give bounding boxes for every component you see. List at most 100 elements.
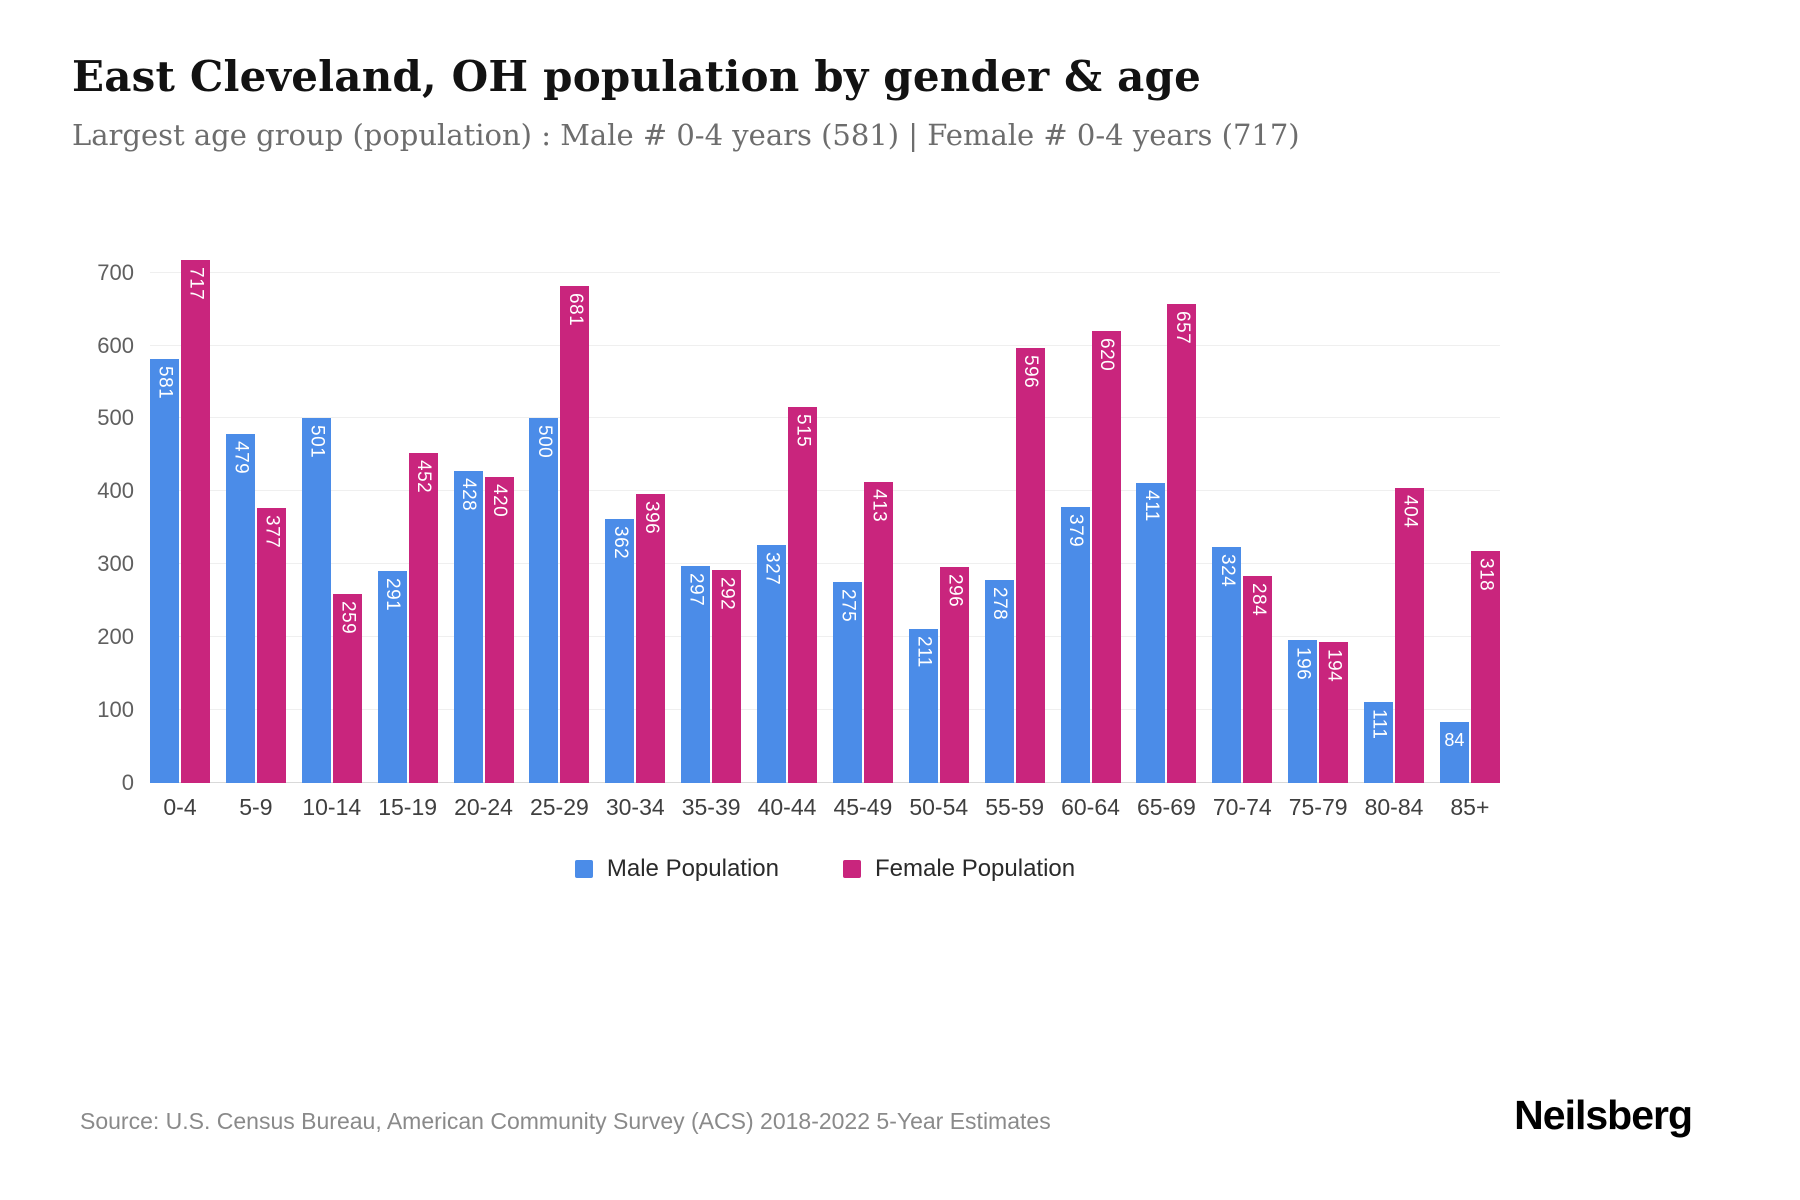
- x-axis-label-75-79: 75-79: [1288, 794, 1348, 820]
- bar-male-40-44[interactable]: 327: [757, 544, 786, 783]
- bar-value-label: 84: [1444, 729, 1465, 750]
- bar-male-60-64[interactable]: 379: [1060, 506, 1090, 783]
- bar-value-label: 396: [640, 501, 662, 535]
- bar-value-label: 681: [564, 293, 586, 327]
- bar-female-0-4[interactable]: 717: [181, 260, 210, 783]
- x-axis-label-60-64: 60-64: [1061, 794, 1120, 820]
- x-axis-label-55-59: 55-59: [985, 794, 1045, 820]
- bar-value-label: 194: [1323, 648, 1345, 682]
- bar-value-label: 278: [989, 587, 1011, 621]
- bar-value-label: 259: [337, 601, 359, 635]
- legend-item-male[interactable]: Male Population: [574, 855, 779, 883]
- bar-value-label: 211: [913, 636, 935, 668]
- bar-male-35-39[interactable]: 297: [681, 566, 711, 783]
- bar-value-label: 411: [1140, 490, 1162, 523]
- bar-value-label: 362: [609, 526, 631, 560]
- gridline: [150, 782, 1500, 783]
- gridline: [150, 490, 1500, 492]
- x-axis-label-20-24: 20-24: [454, 794, 513, 820]
- x-axis-label-30-34: 30-34: [605, 794, 665, 820]
- bar-female-45-49[interactable]: 413: [863, 481, 893, 783]
- bar-female-65-69[interactable]: 657: [1167, 303, 1197, 783]
- legend-item-female[interactable]: Female Population: [843, 855, 1075, 883]
- bar-female-50-54[interactable]: 296: [939, 567, 969, 783]
- bar-female-60-64[interactable]: 620: [1091, 330, 1121, 783]
- bar-value-label: 428: [458, 477, 479, 512]
- bar-female-80-84[interactable]: 404: [1395, 488, 1424, 783]
- bar-female-20-24[interactable]: 420: [484, 476, 514, 783]
- x-axis-label-85+: 85+: [1450, 794, 1490, 820]
- bar-group-20-24: 428 420: [453, 258, 514, 783]
- bar-female-15-19[interactable]: 452: [408, 453, 438, 783]
- bar-value-label: 196: [1292, 647, 1314, 681]
- legend-label: Female Population: [875, 855, 1076, 882]
- bar-female-30-34[interactable]: 396: [636, 494, 666, 783]
- legend-swatch: [843, 860, 861, 878]
- chart-subtitle: Largest age group (population) : Male # …: [72, 118, 1300, 152]
- bar-male-70-74[interactable]: 324: [1212, 546, 1242, 783]
- bar-male-85+[interactable]: 84: [1439, 721, 1469, 783]
- x-axis-label-50-54: 50-54: [909, 794, 969, 820]
- bar-value-label: 275: [837, 589, 859, 623]
- x-axis-label-70-74: 70-74: [1212, 794, 1272, 820]
- bar-male-5-9[interactable]: 479: [225, 433, 255, 783]
- bar-male-55-59[interactable]: 278: [984, 580, 1014, 783]
- gridline: [150, 563, 1500, 565]
- x-axis-label-40-44: 40-44: [757, 794, 817, 820]
- plot-area: 0 100 200 300 400 500 600 700 581 717 479 377 501 259…: [97, 258, 1500, 794]
- bar-male-75-79[interactable]: 196: [1288, 640, 1318, 783]
- bar-female-85+[interactable]: 318: [1470, 551, 1500, 783]
- bar-female-40-44[interactable]: 515: [788, 407, 817, 783]
- gridline: [150, 271, 1500, 273]
- bar-male-10-14[interactable]: 501: [301, 417, 331, 783]
- bar-value-label: 292: [716, 577, 738, 611]
- bar-group-65-69: 411 657: [1136, 258, 1197, 783]
- bar-value-label: 296: [944, 574, 966, 608]
- bar-value-label: 327: [761, 551, 783, 585]
- bar-male-25-29[interactable]: 500: [529, 418, 559, 783]
- bar-female-5-9[interactable]: 377: [256, 508, 286, 783]
- bar-value-label: 717: [185, 267, 207, 301]
- bar-female-70-74[interactable]: 284: [1243, 575, 1273, 783]
- bar-value-label: 404: [1399, 495, 1421, 529]
- bar-value-label: 413: [868, 488, 890, 523]
- bar-group-70-74: 324 284: [1212, 258, 1273, 783]
- y-axis-tick-label: 0: [121, 770, 134, 795]
- bar-female-55-59[interactable]: 596: [1015, 348, 1045, 783]
- bar-male-15-19[interactable]: 291: [377, 570, 407, 783]
- bar-group-80-84: 111 404: [1364, 258, 1424, 783]
- legend-swatch: [574, 860, 593, 878]
- bar-value-label: 420: [489, 483, 510, 517]
- bar-female-75-79[interactable]: 194: [1319, 641, 1349, 783]
- bar-male-65-69[interactable]: 411: [1136, 483, 1166, 783]
- bar-value-label: 111: [1368, 709, 1390, 740]
- bar-male-80-84[interactable]: 111: [1364, 702, 1393, 783]
- x-axis-label-35-39: 35-39: [681, 794, 741, 820]
- bar-male-45-49[interactable]: 275: [832, 582, 862, 783]
- source-text: Source: U.S. Census Bureau, American Com…: [80, 1108, 1051, 1134]
- x-axis-label-5-9: 5-9: [239, 794, 273, 820]
- bar-female-10-14[interactable]: 259: [332, 594, 362, 783]
- bar-group-35-39: 297 292: [681, 258, 742, 783]
- bar-male-30-34[interactable]: 362: [605, 519, 635, 783]
- bar-group-15-19: 291 452: [377, 258, 438, 783]
- y-axis-tick-label: 300: [97, 551, 134, 577]
- bar-female-25-29[interactable]: 681: [560, 286, 590, 783]
- y-axis-tick-label: 200: [97, 624, 134, 650]
- bar-male-0-4[interactable]: 581: [150, 359, 179, 783]
- gridline: [150, 417, 1500, 419]
- bar-female-35-39[interactable]: 292: [712, 570, 742, 783]
- bar-value-label: 500: [533, 425, 555, 459]
- x-axis-label-25-29: 25-29: [529, 794, 589, 820]
- x-axis-label-80-84: 80-84: [1364, 794, 1424, 820]
- bar-value-label: 297: [685, 573, 707, 607]
- bar-group-10-14: 501 259: [301, 258, 362, 783]
- bar-group-0-4: 581 717: [150, 258, 210, 783]
- bar-male-20-24[interactable]: 428: [453, 470, 483, 783]
- bar-group-45-49: 275 413: [832, 258, 893, 783]
- bar-value-label: 284: [1247, 582, 1269, 617]
- brand-logo: Neilsberg: [1514, 1092, 1693, 1138]
- bar-value-label: 324: [1216, 553, 1238, 587]
- bar-male-50-54[interactable]: 211: [908, 629, 938, 783]
